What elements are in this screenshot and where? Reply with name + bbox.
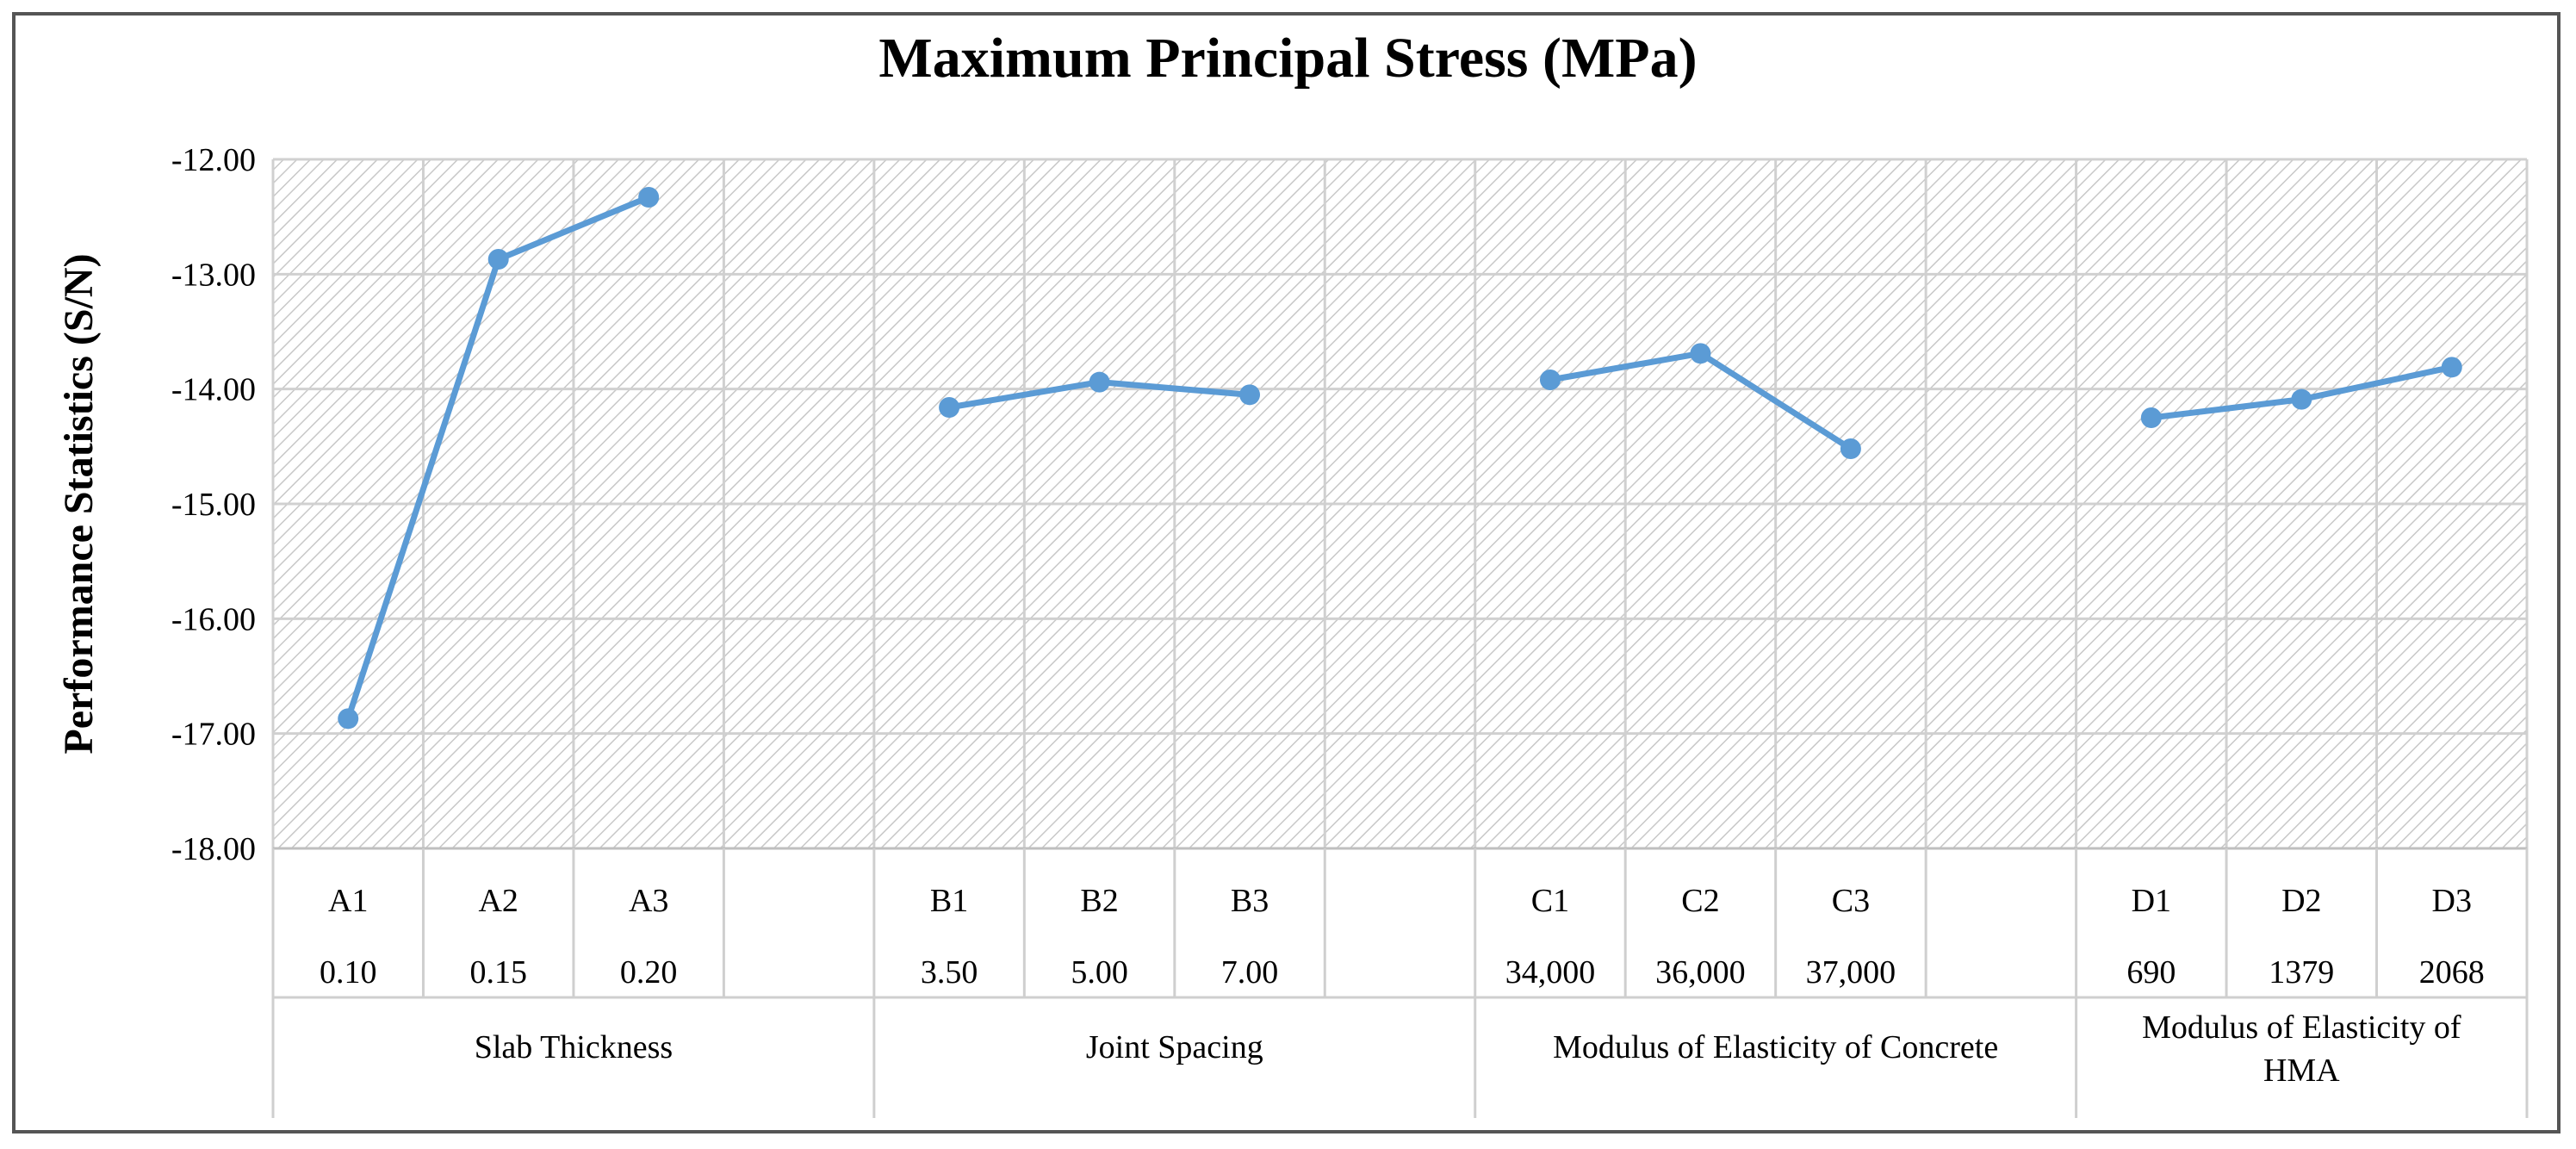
group-label-line: Modulus of Elasticity of xyxy=(2142,1009,2461,1046)
level-value-C3: 37,000 xyxy=(1806,954,1896,991)
level-label-D3: D3 xyxy=(2432,883,2472,919)
chart-title: Maximum Principal Stress (MPa) xyxy=(878,27,1698,90)
y-tick-label: -17.00 xyxy=(171,717,256,753)
level-value-A1: 0.10 xyxy=(320,954,377,991)
data-point-A1 xyxy=(338,708,359,730)
y-tick-label: -13.00 xyxy=(171,257,256,293)
group-label-line: HMA xyxy=(2263,1053,2340,1089)
level-label-D2: D2 xyxy=(2281,883,2321,919)
level-label-D1: D1 xyxy=(2132,883,2171,919)
y-tick-label: -15.00 xyxy=(171,487,256,523)
data-point-C1 xyxy=(1539,370,1561,390)
data-point-C2 xyxy=(1690,343,1711,364)
group-label: Modulus of Elasticity of HMA xyxy=(2142,1009,2461,1089)
level-label-C1: C1 xyxy=(1531,883,1569,919)
data-point-B1 xyxy=(939,397,960,418)
y-tick-label: -14.00 xyxy=(171,372,256,408)
data-point-A2 xyxy=(487,249,509,270)
level-value-D2: 1379 xyxy=(2269,954,2334,991)
level-label-A1: A1 xyxy=(328,883,368,919)
data-point-D3 xyxy=(2441,357,2462,378)
level-value-A3: 0.20 xyxy=(620,954,678,991)
level-value-B3: 7.00 xyxy=(1221,954,1279,991)
data-point-D1 xyxy=(2140,407,2162,428)
level-value-D1: 690 xyxy=(2126,954,2176,991)
data-point-B2 xyxy=(1089,371,1110,393)
data-point-B3 xyxy=(1239,384,1261,406)
level-label-B1: B1 xyxy=(930,883,968,919)
level-value-B1: 3.50 xyxy=(921,954,978,991)
level-label-C3: C3 xyxy=(1832,883,1870,919)
level-value-C1: 34,000 xyxy=(1505,954,1596,991)
level-label-C2: C2 xyxy=(1681,883,1719,919)
level-value-A2: 0.15 xyxy=(469,954,527,991)
y-tick-label: -12.00 xyxy=(171,142,256,178)
level-value-D3: 2068 xyxy=(2419,954,2485,991)
level-label-B2: B2 xyxy=(1080,883,1118,919)
data-point-A3 xyxy=(638,187,660,208)
y-tick-label: -18.00 xyxy=(171,831,256,867)
level-label-A3: A3 xyxy=(629,883,668,919)
group-label: Slab Thickness xyxy=(475,1029,673,1065)
level-value-C2: 36,000 xyxy=(1655,954,1746,991)
level-label-B3: B3 xyxy=(1231,883,1269,919)
data-point-C3 xyxy=(1840,438,1861,459)
y-axis-label: Performance Statistics (S/N) xyxy=(56,253,102,754)
y-tick-label: -16.00 xyxy=(171,601,256,637)
level-value-B2: 5.00 xyxy=(1071,954,1128,991)
data-point-D2 xyxy=(2291,388,2312,410)
group-label: Joint Spacing xyxy=(1086,1029,1263,1065)
level-label-A2: A2 xyxy=(478,883,518,919)
group-label: Modulus of Elasticity of Concrete xyxy=(1553,1029,1998,1065)
